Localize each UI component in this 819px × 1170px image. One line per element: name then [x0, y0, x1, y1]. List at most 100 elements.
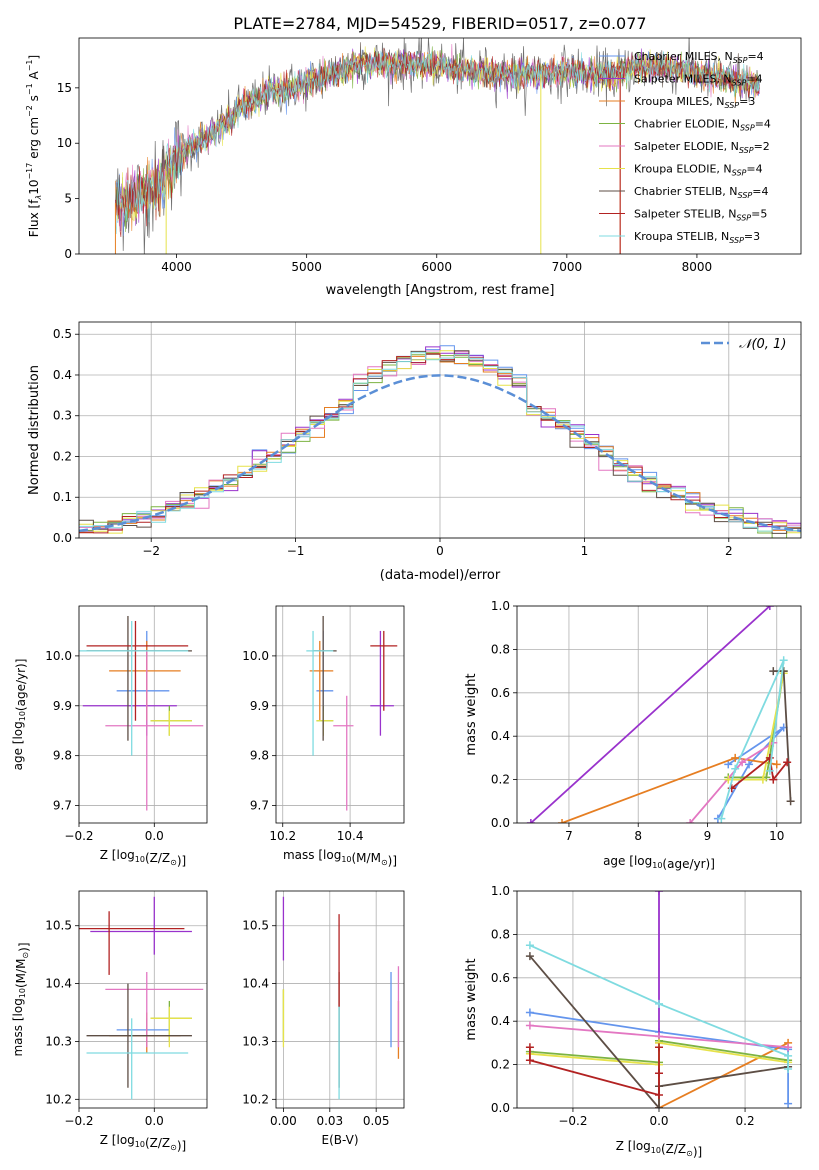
weight-line-0 — [717, 726, 785, 820]
plot-age-vs-mass: 10.2 10.4 9.7 9.8 9.9 10.0 mass [log10(M/M⊙)] — [242, 605, 405, 868]
weight-line-2 — [561, 756, 777, 823]
weight-line-8 — [720, 659, 785, 819]
x-tick-label: 0.0 — [145, 1114, 164, 1128]
legend-label-1: Salpeter MILES, NSSP=4 — [634, 73, 763, 88]
weight-marker — [525, 1056, 534, 1065]
y-tick-label: 0 — [64, 247, 72, 261]
y-axis-label: age [log10(age/yr)] — [11, 659, 28, 771]
legend-label-7: Salpeter STELIB, NSSP=5 — [634, 208, 767, 223]
legend-label-3: Chabrier ELODIE, NSSP=4 — [634, 118, 771, 133]
axes-frame — [78, 37, 802, 255]
x-tick-label: 0.03 — [316, 1114, 343, 1128]
y-tick-label: 0.4 — [491, 1014, 510, 1028]
legend-normal-label: 𝒩(0, 1) — [739, 337, 786, 352]
weight-marker — [769, 667, 778, 676]
x-axis-label: Z [log10(Z/Z⊙)] — [616, 1139, 702, 1159]
weight-marker — [731, 753, 740, 762]
weight-line-0 — [529, 1011, 789, 1104]
x-tick-label: 0 — [436, 544, 444, 558]
legend-label-8: Kroupa STELIB, NSSP=3 — [634, 230, 760, 245]
weight-marker — [784, 1043, 793, 1052]
x-tick-label: 7 — [565, 829, 573, 843]
legend-label-5: Kroupa ELODIE, NSSP=4 — [634, 163, 763, 178]
x-tick-label: 10.4 — [337, 829, 364, 843]
plot-mass-weight-vs-Z: −0.2 0.0 0.2 0.0 0.2 0.4 0.6 0.8 1.0 Z [log10(Z/Z… — [464, 884, 802, 1159]
weight-marker — [769, 775, 778, 784]
plot-area — [114, 38, 760, 254]
weight-marker — [525, 1008, 534, 1017]
x-tick-label: 0.0 — [649, 1114, 668, 1128]
weight-marker — [558, 819, 567, 823]
plot-spectrum: 4000 5000 6000 7000 8000 0 5 10 15 Chabrier MILES… — [25, 37, 802, 298]
y-tick-label: 0.1 — [53, 490, 72, 504]
x-tick-label: 2 — [725, 544, 733, 558]
y-tick-label: 10 — [57, 136, 72, 150]
weight-marker — [786, 797, 795, 806]
hist-step-8 — [79, 352, 801, 538]
model-line-8 — [115, 50, 760, 235]
y-tick-label: 0.2 — [491, 773, 510, 787]
y-tick-label: 0.4 — [491, 729, 510, 743]
x-tick-label: 0.2 — [736, 1114, 755, 1128]
weight-marker — [758, 775, 767, 784]
y-tick-label: 1.0 — [491, 884, 510, 898]
plot-mass-weight-vs-age: 7 8 9 10 0.0 0.2 0.4 0.6 0.8 1.0 age [log10(age/yr… — [464, 599, 802, 871]
x-tick-label: 0.00 — [270, 1114, 297, 1128]
x-tick-label: 7000 — [552, 260, 583, 274]
x-axis-label: (data-model)/error — [380, 568, 501, 583]
plot-mass-vs-EBV: 0.00 0.03 0.05 10.2 10.3 10.4 10.5 E(B-V) — [242, 890, 405, 1147]
x-tick-label: −0.2 — [64, 1114, 93, 1128]
y-tick-label: 9.7 — [250, 799, 269, 813]
y-tick-label: 0.2 — [53, 449, 72, 463]
legend-label-6: Chabrier STELIB, NSSP=4 — [634, 185, 768, 200]
figure-title: PLATE=2784, MJD=54529, FIBERID=0517, z=0… — [233, 14, 646, 33]
y-tick-label: 0.2 — [491, 1058, 510, 1072]
weight-marker — [655, 1069, 663, 1078]
y-tick-label: 1.0 — [491, 599, 510, 613]
legend-label-2: Kroupa MILES, NSSP=3 — [634, 95, 755, 110]
weight-marker — [784, 1051, 793, 1060]
y-tick-label: 0.4 — [53, 368, 72, 382]
y-axis-label: mass [log10(M/M⊙)] — [11, 942, 31, 1056]
weight-marker — [655, 1090, 663, 1099]
x-tick-label: 0.0 — [145, 829, 164, 843]
plot-area — [306, 615, 398, 811]
weight-marker — [772, 760, 781, 769]
weight-marker — [724, 760, 733, 769]
y-tick-label: 0.8 — [491, 927, 510, 941]
plot-area — [79, 615, 204, 811]
weight-marker — [686, 819, 695, 823]
x-tick-label: 5000 — [291, 260, 322, 274]
y-tick-label: 10.5 — [45, 919, 72, 933]
x-tick-label: −1 — [287, 544, 305, 558]
x-tick-label: 4000 — [161, 260, 192, 274]
y-tick-label: 0.0 — [53, 531, 72, 545]
weight-line-7 — [731, 756, 788, 790]
axes-frame — [78, 321, 802, 539]
legend-label-4: Salpeter ELODIE, NSSP=2 — [634, 140, 770, 155]
weight-marker — [731, 764, 740, 773]
weight-marker — [738, 758, 747, 767]
y-axis-label: Flux [fλ10−17 erg cm−2 s−1 A−1] — [25, 55, 43, 237]
y-tick-label: 10.3 — [45, 1034, 72, 1048]
weight-marker — [784, 1099, 793, 1108]
weight-marker — [655, 999, 663, 1008]
weight-marker — [779, 656, 788, 665]
weight-marker — [765, 766, 774, 775]
x-tick-label: 8 — [634, 829, 642, 843]
weight-line-1 — [530, 606, 771, 823]
y-axis-label: mass weight — [464, 673, 479, 755]
x-axis-label: wavelength [Angstrom, rest frame] — [326, 283, 555, 298]
x-axis-label: Z [log10(Z/Z⊙)] — [100, 848, 186, 868]
normal-curve — [79, 374, 801, 533]
y-tick-label: 9.9 — [250, 699, 269, 713]
weight-marker — [745, 760, 754, 769]
weight-marker — [525, 1021, 534, 1030]
weight-marker — [784, 1064, 793, 1073]
x-tick-label: 10 — [769, 829, 784, 843]
weight-marker — [526, 819, 535, 823]
axes-frame — [516, 890, 802, 1109]
weight-marker — [525, 941, 534, 950]
